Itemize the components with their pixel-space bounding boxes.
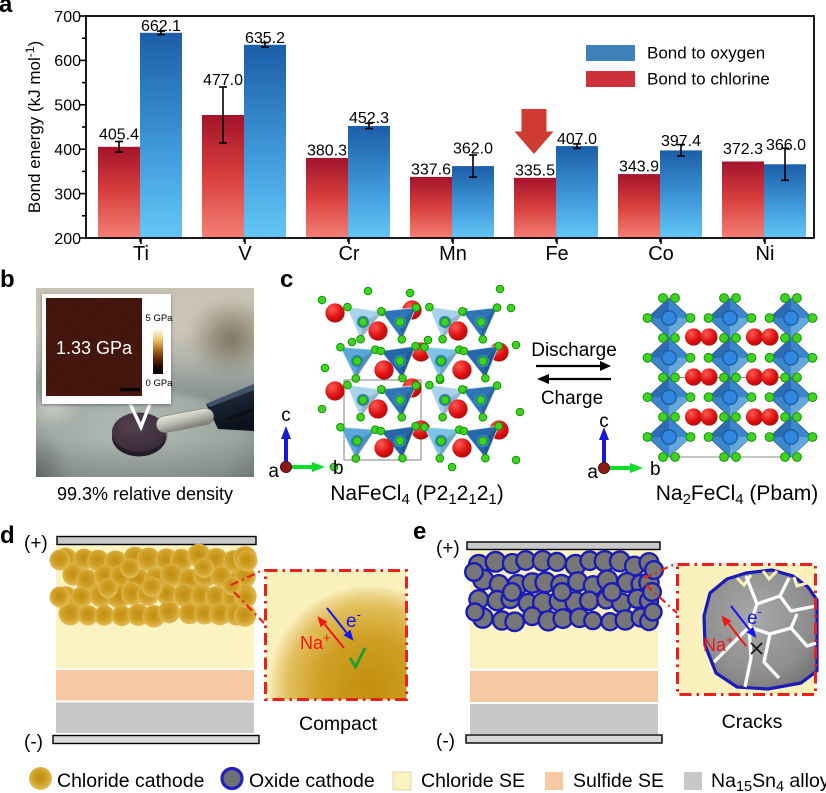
- svg-text:700: 700: [54, 9, 81, 26]
- svg-text:200: 200: [54, 231, 81, 248]
- svg-text:337.6: 337.6: [411, 162, 451, 179]
- svg-text:335.5: 335.5: [515, 163, 555, 180]
- svg-text:500: 500: [54, 98, 81, 115]
- svg-text:Charge: Charge: [541, 388, 603, 409]
- svg-text:Chloride SE: Chloride SE: [421, 770, 525, 792]
- svg-text:477.0: 477.0: [203, 72, 243, 89]
- svg-text:Discharge: Discharge: [531, 340, 617, 361]
- svg-text:397.4: 397.4: [661, 133, 701, 150]
- svg-text:366.0: 366.0: [766, 137, 806, 154]
- svg-text:Cr: Cr: [338, 243, 359, 265]
- svg-text:(+): (+): [436, 538, 460, 559]
- svg-text:Cracks: Cracks: [722, 711, 783, 733]
- svg-text:400: 400: [54, 142, 81, 159]
- svg-text:662.1: 662.1: [141, 18, 181, 35]
- svg-text:380.3: 380.3: [307, 143, 347, 160]
- svg-text:NaFeCl4 (P212121): NaFeCl4 (P212121): [330, 482, 503, 508]
- svg-text:(-): (-): [24, 732, 43, 753]
- svg-text:600: 600: [54, 53, 81, 70]
- svg-text:405.4: 405.4: [99, 127, 139, 144]
- svg-text:a: a: [268, 461, 279, 482]
- svg-text:Na+: Na+: [703, 632, 734, 655]
- svg-text:Na2FeCl4 (Pbam): Na2FeCl4 (Pbam): [656, 482, 819, 508]
- svg-text:b: b: [650, 459, 661, 480]
- svg-text:Bond to oxygen: Bond to oxygen: [647, 44, 765, 63]
- svg-text:a: a: [587, 462, 598, 483]
- svg-text:Bond energy (kJ mol-1): Bond energy (kJ mol-1): [23, 41, 44, 213]
- svg-text:(-): (-): [436, 731, 455, 752]
- svg-text:(+): (+): [24, 533, 48, 554]
- svg-text:Na+: Na+: [300, 630, 331, 653]
- svg-text:Co: Co: [648, 243, 674, 265]
- svg-text:V: V: [238, 243, 252, 265]
- svg-text:c: c: [281, 405, 291, 426]
- svg-text:1.33 GPa: 1.33 GPa: [56, 338, 133, 358]
- svg-text:Sulfide SE: Sulfide SE: [573, 770, 664, 792]
- svg-text:362.0: 362.0: [453, 141, 493, 158]
- svg-text:Mn: Mn: [439, 243, 467, 265]
- svg-text:Compact: Compact: [299, 713, 378, 735]
- svg-text:452.3: 452.3: [349, 110, 389, 127]
- svg-text:Na15Sn4 alloy: Na15Sn4 alloy: [711, 770, 826, 793]
- svg-text:Fe: Fe: [545, 243, 568, 265]
- svg-text:Ni: Ni: [756, 243, 775, 265]
- svg-text:b: b: [333, 458, 344, 479]
- svg-text:c: c: [599, 411, 609, 432]
- svg-text:Chloride cathode: Chloride cathode: [57, 770, 204, 792]
- svg-text:300: 300: [54, 186, 81, 203]
- svg-text:Bond to chlorine: Bond to chlorine: [647, 70, 770, 89]
- svg-text:372.3: 372.3: [723, 141, 763, 158]
- svg-text:Ti: Ti: [133, 243, 149, 265]
- svg-text:635.2: 635.2: [245, 30, 285, 47]
- svg-text:407.0: 407.0: [557, 131, 597, 148]
- svg-text:Oxide cathode: Oxide cathode: [249, 770, 375, 792]
- svg-text:343.9: 343.9: [619, 159, 659, 176]
